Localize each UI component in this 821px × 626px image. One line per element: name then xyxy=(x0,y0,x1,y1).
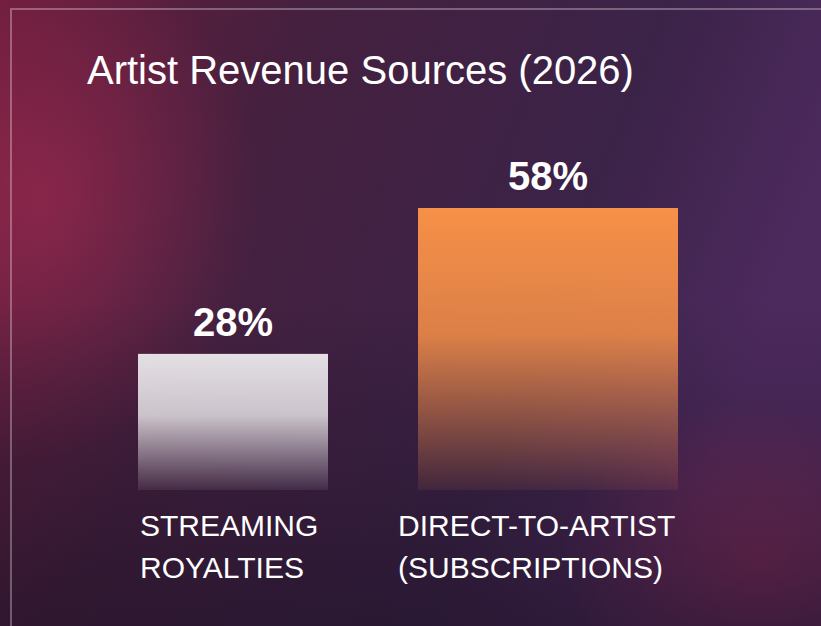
chart: Artist Revenue Sources (2026) 28% STREAMIN… xyxy=(0,0,821,626)
bars xyxy=(138,208,678,490)
background-shade xyxy=(0,300,821,626)
data-label: 28% xyxy=(193,300,273,344)
category-label: STREAMINGROYALTIES xyxy=(140,509,318,584)
title: Artist Revenue Sources (2026) xyxy=(87,48,634,92)
bar xyxy=(418,208,678,490)
labels: 28% STREAMINGROYALTIES 58% DIRECT-TO-ARTIST… xyxy=(140,154,675,584)
data-label: 58% xyxy=(508,154,588,198)
category-label: DIRECT-TO-ARTIST(SUBSCRIPTIONS) xyxy=(398,509,675,584)
bar xyxy=(138,354,328,490)
frame xyxy=(11,9,821,626)
